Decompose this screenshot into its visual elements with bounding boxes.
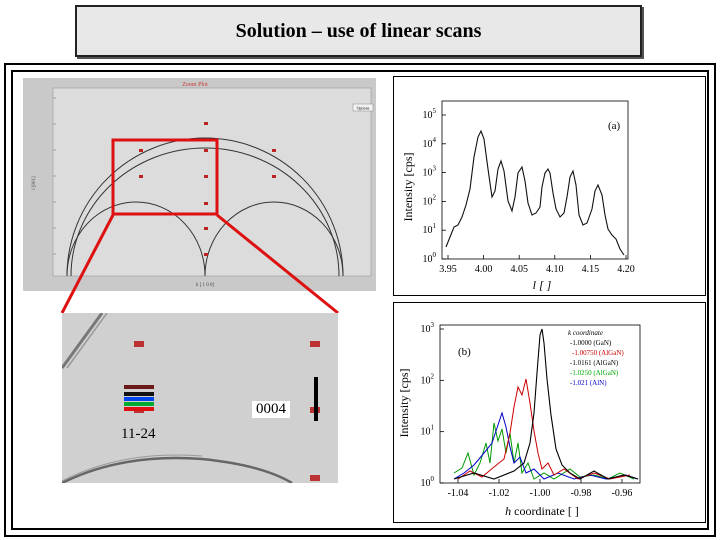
reflection-marker (310, 475, 320, 481)
x-tick-label: -1.00 (530, 488, 551, 499)
plot-b-x-ticks: -1.04 -1.02 -1.00 -0.98 -0.96 (448, 479, 633, 499)
x-tick-label: 3.95 (439, 264, 457, 275)
plot-b-legend: k coordinate -1.0000 (GaN) -1.00750 (AlG… (568, 329, 624, 387)
plot-a-scan-line (445, 129, 625, 256)
plot-b-scan-green (453, 422, 635, 480)
options-button[interactable] (352, 103, 374, 112)
plot-b-scan-red (457, 378, 631, 480)
y-tick-label: 100 (423, 251, 437, 265)
x-tick-label: 4.10 (546, 264, 564, 275)
plot-b-panel: Intensity [cps] (b) h coordinate [ ] 103… (393, 302, 706, 523)
x-tick-label: -1.04 (448, 488, 469, 499)
scan-line-blue (124, 397, 154, 401)
plot-b-y-ticks: 103 102 101 100 (421, 321, 444, 489)
reflection-marker (310, 341, 320, 347)
legend-item-algan-1: -1.00750 (AlGaN) (572, 349, 624, 357)
legend-item-algan-3: -1.0250 (AlGaN) (570, 369, 619, 377)
plot-b-y-label: Intensity [cps] (397, 369, 411, 438)
slide-title-box: Solution – use of linear scans (75, 5, 642, 57)
zoom-detail-graphic (60, 312, 338, 485)
y-tick-label: 102 (423, 193, 437, 207)
zoom-selection-rect (111, 138, 219, 216)
y-tick-label: 100 (421, 475, 435, 489)
outer-frame (4, 63, 716, 537)
y-tick-label: 103 (423, 165, 437, 179)
zoom-y-label: l [001] (32, 176, 37, 190)
y-tick-label: 102 (421, 372, 435, 386)
x-tick-label: -0.98 (571, 488, 592, 499)
plot-a-x-label: l [ ] (533, 278, 552, 292)
plot-b-x-label: h coordinate [ ] (505, 504, 579, 518)
y-tick-label: 103 (421, 321, 435, 335)
label-0004: 0004 (252, 401, 290, 418)
x-tick-label: 4.00 (475, 264, 493, 275)
zoom-detail-panel (60, 312, 338, 485)
y-tick-label: 104 (423, 136, 437, 150)
slide-title: Solution – use of linear scans (235, 19, 482, 42)
x-tick-label: 4.05 (510, 264, 528, 275)
legend-item-algan-2: -1.0161 (AlGaN) (570, 359, 619, 367)
x-tick-label: -1.02 (489, 488, 510, 499)
legend-item-gan: -1.0000 (GaN) (570, 339, 612, 347)
y-tick-label: 101 (421, 424, 435, 438)
scan-line-vertical (314, 377, 318, 421)
y-tick-label: 105 (423, 107, 437, 121)
plot-b-scan-blue (453, 411, 639, 480)
x-tick-label: 4.15 (582, 264, 600, 275)
zoom-plot-screenshot: Zoom Plot Options l [001] h [ 1 0 0] (23, 78, 376, 291)
zoom-plot-heading: Zoom Plot (182, 82, 208, 88)
plot-b-legend-title: k coordinate (568, 329, 603, 337)
scan-line-black (124, 392, 154, 396)
y-tick-label: 101 (423, 222, 437, 236)
reflection-marker (134, 341, 144, 347)
plot-b-scan-black (453, 328, 639, 480)
plot-a-panel-label: (a) (608, 120, 621, 132)
zoom-x-label: h [ 1 0 0] (196, 283, 215, 288)
options-button-label[interactable]: Options (357, 106, 370, 111)
scan-line-green (124, 402, 154, 406)
plot-a-y-label: Intensity [cps] (401, 153, 415, 222)
plot-b-chart: Intensity [cps] (b) h coordinate [ ] 103… (397, 321, 641, 518)
zoom-plot-graphic: Zoom Plot Options l [001] h [ 1 0 0] (23, 78, 376, 291)
scan-line-red (124, 407, 154, 411)
plot-a-x-ticks: 3.95 4.00 4.05 4.10 4.15 4.20 (439, 255, 635, 275)
plot-a-panel: Intensity [cps] (a) l [ ] 105 104 103 102 10… (393, 76, 706, 296)
x-tick-label: -0.96 (612, 488, 633, 499)
plot-a-chart: Intensity [cps] (a) l [ ] 10510410310210… (401, 100, 635, 292)
scan-line-brown (124, 385, 154, 389)
label-11-24: 11-24 (121, 426, 156, 442)
plot-a-frame (441, 100, 629, 260)
plot-a-y-ticks: 105 104 103 102 101 100 (423, 107, 446, 265)
x-tick-label: 4.20 (617, 264, 635, 275)
plot-b-panel-label: (b) (458, 346, 471, 358)
legend-item-aln: -1.021 (AlN) (570, 379, 607, 387)
